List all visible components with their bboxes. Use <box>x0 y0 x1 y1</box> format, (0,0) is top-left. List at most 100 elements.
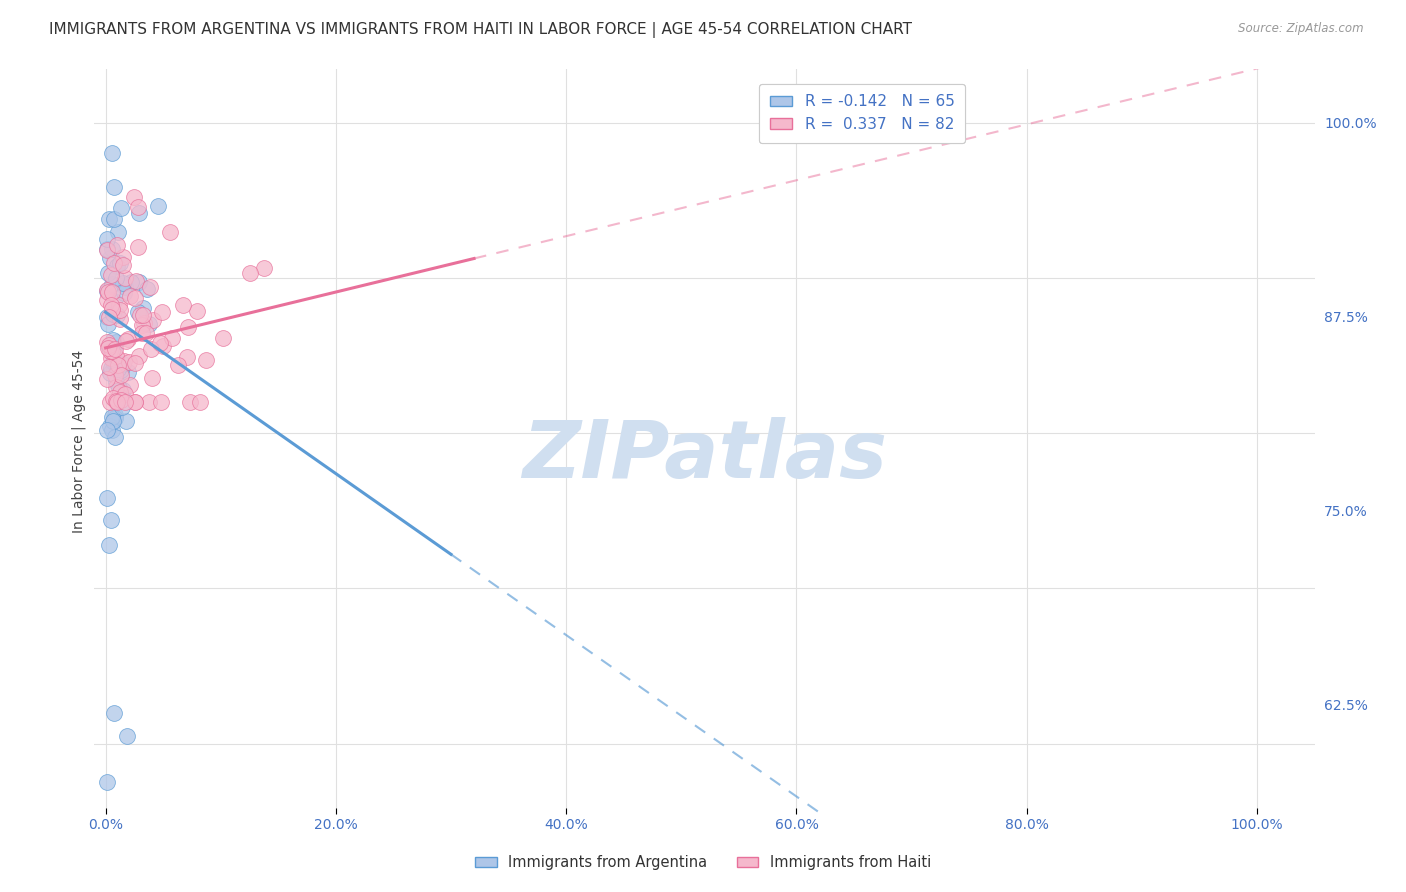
Point <box>100 513 122 527</box>
Point <box>100 361 122 376</box>
Point <box>107 298 129 312</box>
Point <box>110 256 132 270</box>
Point <box>98 337 121 351</box>
Point <box>96 310 118 324</box>
Point <box>110 362 132 376</box>
Point <box>149 336 172 351</box>
Point <box>107 358 129 372</box>
Point <box>117 365 139 379</box>
Point <box>103 212 125 227</box>
Point <box>129 309 152 323</box>
Point <box>152 338 174 352</box>
Point <box>96 293 118 308</box>
Point <box>138 317 160 331</box>
Point <box>110 201 132 215</box>
Point <box>104 380 127 394</box>
Point <box>124 190 146 204</box>
Point <box>103 341 125 355</box>
Text: IMMIGRANTS FROM ARGENTINA VS IMMIGRANTS FROM HAITI IN LABOR FORCE | AGE 45-54 CO: IMMIGRANTS FROM ARGENTINA VS IMMIGRANTS … <box>49 22 912 38</box>
Point <box>96 244 118 258</box>
Point <box>101 146 124 161</box>
Point <box>118 355 141 369</box>
Point <box>104 355 127 369</box>
Point <box>104 342 127 356</box>
Point <box>114 387 136 401</box>
Point <box>103 706 125 720</box>
Point <box>136 283 159 297</box>
Point <box>177 319 200 334</box>
Point <box>138 395 160 409</box>
Point <box>100 268 122 282</box>
Point <box>96 423 118 437</box>
Point <box>127 304 149 318</box>
Point <box>110 389 132 403</box>
Point <box>98 419 121 434</box>
Point <box>132 308 155 322</box>
Point <box>252 260 274 275</box>
Point <box>103 180 125 194</box>
Point <box>97 285 120 300</box>
Point <box>108 381 131 395</box>
Point <box>105 349 128 363</box>
Point <box>117 332 139 346</box>
Point <box>97 359 120 374</box>
Point <box>127 200 149 214</box>
Point <box>112 285 135 300</box>
Point <box>96 232 118 246</box>
Point <box>101 285 124 299</box>
Point <box>148 199 170 213</box>
Point <box>211 330 233 344</box>
Point <box>96 242 118 256</box>
Point <box>127 240 149 254</box>
Point <box>176 350 198 364</box>
Point <box>101 423 124 437</box>
Point <box>124 292 146 306</box>
Point <box>96 491 118 505</box>
Point <box>98 251 121 265</box>
Point <box>186 304 208 318</box>
Point <box>114 394 136 409</box>
Point <box>131 326 153 341</box>
Point <box>124 356 146 370</box>
Point <box>104 410 127 425</box>
Point <box>112 251 135 265</box>
Point <box>100 298 122 312</box>
Point <box>96 775 118 789</box>
Point <box>103 256 125 270</box>
Point <box>149 395 172 409</box>
Point <box>104 409 127 423</box>
Point <box>194 352 217 367</box>
Point <box>97 212 120 227</box>
Point <box>128 349 150 363</box>
Point <box>105 238 128 252</box>
Point <box>104 358 127 372</box>
Point <box>112 357 135 371</box>
Point <box>101 302 124 317</box>
Y-axis label: In Labor Force | Age 45-54: In Labor Force | Age 45-54 <box>72 350 86 533</box>
Point <box>112 354 135 368</box>
Point <box>97 317 120 331</box>
Point <box>98 395 121 409</box>
Point <box>150 305 173 319</box>
Point <box>139 342 162 356</box>
Point <box>103 355 125 369</box>
Point <box>159 226 181 240</box>
Point <box>128 275 150 289</box>
Point <box>110 302 132 317</box>
Point <box>115 729 138 743</box>
Point <box>107 395 129 409</box>
Point <box>114 280 136 294</box>
Point <box>111 276 134 290</box>
Text: Source: ZipAtlas.com: Source: ZipAtlas.com <box>1239 22 1364 36</box>
Text: ZIPatlas: ZIPatlas <box>522 417 887 495</box>
Point <box>167 359 190 373</box>
Point <box>179 395 201 409</box>
Point <box>103 368 125 382</box>
Point <box>132 316 155 330</box>
Point <box>100 351 122 365</box>
Point <box>124 395 146 409</box>
Point <box>107 225 129 239</box>
Point <box>131 301 153 315</box>
Point <box>103 430 125 444</box>
Legend: Immigrants from Argentina, Immigrants from Haiti: Immigrants from Argentina, Immigrants fr… <box>468 849 938 876</box>
